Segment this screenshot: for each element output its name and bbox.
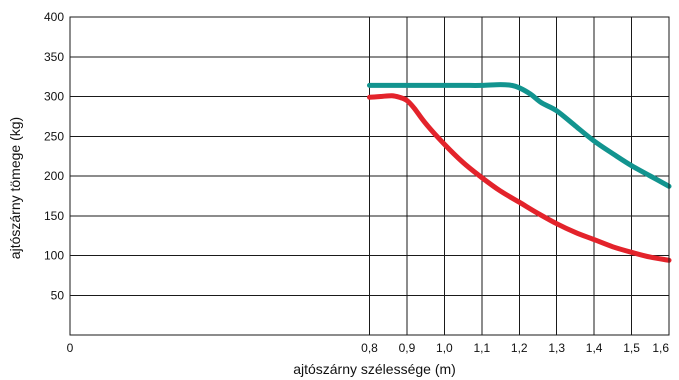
y-tick-label: 200 — [44, 169, 64, 183]
x-tick-label: 1,2 — [511, 341, 528, 355]
y-tick-label: 50 — [51, 288, 65, 302]
x-tick-label: 1,1 — [473, 341, 490, 355]
y-tick-label: 150 — [44, 209, 64, 223]
y-axis-label: ajtószárny tömege (kg) — [7, 117, 23, 259]
y-tick-label: 400 — [44, 10, 64, 24]
x-tick-label: 1,4 — [586, 341, 603, 355]
x-tick-label: 0 — [67, 341, 74, 355]
y-tick-label: 350 — [44, 50, 64, 64]
y-tick-label: 250 — [44, 129, 64, 143]
x-tick-label: 1,5 — [623, 341, 640, 355]
tick-labels: 0 0,8 0,9 1,0 1,1 1,2 1,3 1,4 1,5 1,6 50 100 150 200 2… — [44, 10, 669, 355]
x-axis-label: ajtószárny szélessége (m) — [293, 361, 456, 377]
y-tick-label: 100 — [44, 249, 64, 263]
x-tick-label: 1,3 — [548, 341, 565, 355]
x-tick-label: 1,0 — [436, 341, 453, 355]
gridlines — [70, 17, 669, 335]
x-tick-label: 1,6 — [652, 341, 669, 355]
x-tick-label: 0,9 — [399, 341, 416, 355]
x-tick-label: 0,8 — [361, 341, 378, 355]
y-tick-label: 300 — [44, 90, 64, 104]
